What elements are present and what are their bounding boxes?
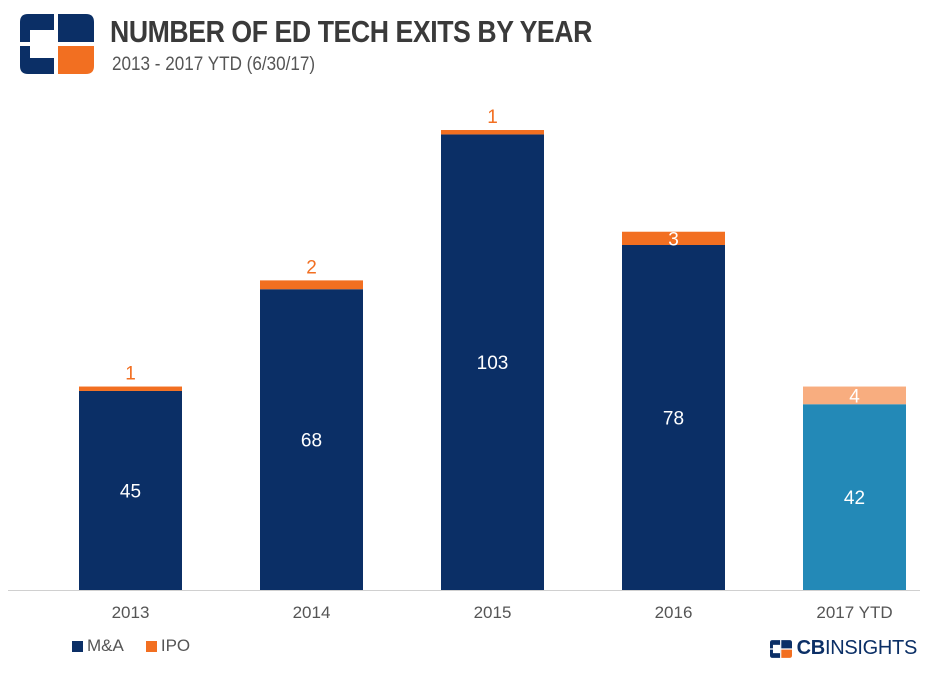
data-label-ipo-2013: 1 bbox=[125, 364, 136, 385]
x-tick-label-2014: 2014 bbox=[293, 603, 331, 622]
bar-ma-2016 bbox=[622, 245, 725, 590]
stacked-bar-chart: 45 1 2013 68 2 2014 103 1 2015 78 3 2016 42 4 2017 YTD bbox=[8, 107, 920, 622]
cb-insights-brand: CBINSIGHTS bbox=[769, 637, 918, 660]
data-label-ma-2015: 103 bbox=[477, 353, 509, 374]
bar-ma-2015 bbox=[441, 134, 544, 590]
data-label-ma-2013: 45 bbox=[120, 481, 141, 502]
data-label-ma-2016: 78 bbox=[663, 409, 684, 430]
x-tick-label-2016: 2016 bbox=[655, 603, 693, 622]
x-tick-label-2017-ytd: 2017 YTD bbox=[816, 603, 892, 622]
bar-ma-2017-ytd bbox=[803, 404, 906, 590]
bar-ipo-2013 bbox=[79, 386, 182, 391]
data-label-ipo-2014: 2 bbox=[306, 257, 317, 278]
bar-ipo-2016 bbox=[622, 231, 725, 245]
bar-ipo-2017-ytd bbox=[803, 386, 906, 405]
legend-swatch-ipo bbox=[145, 640, 157, 652]
data-label-ipo-2016: 3 bbox=[668, 229, 679, 250]
brand-rest: INSIGHTS bbox=[824, 637, 917, 659]
legend-item-ma: M&A bbox=[72, 636, 124, 656]
cb-insights-logo-icon bbox=[20, 14, 94, 74]
brand-bold: CB bbox=[796, 637, 826, 659]
cb-insights-brand-icon bbox=[769, 639, 792, 658]
legend-label-ma: M&A bbox=[87, 636, 124, 655]
data-label-ma-2014: 68 bbox=[301, 431, 322, 452]
data-label-ma-2017-ytd: 42 bbox=[844, 488, 865, 509]
chart-header: NUMBER OF ED TECH EXITS BY YEAR 2013 - 2… bbox=[0, 0, 937, 90]
x-tick-label-2013: 2013 bbox=[112, 603, 150, 622]
bar-ipo-2014 bbox=[260, 280, 363, 290]
cb-insights-wordmark: CBINSIGHTS bbox=[796, 637, 918, 660]
data-label-ipo-2017-ytd: 4 bbox=[849, 386, 860, 407]
x-tick-label-2015: 2015 bbox=[474, 603, 512, 622]
data-label-ipo-2015: 1 bbox=[487, 107, 498, 128]
bar-ma-2014 bbox=[260, 289, 363, 590]
chart-legend: M&A IPO bbox=[72, 636, 190, 656]
bar-ipo-2015 bbox=[441, 130, 544, 135]
legend-label-ipo: IPO bbox=[160, 636, 191, 655]
chart-subtitle: 2013 - 2017 YTD (6/30/17) bbox=[112, 54, 316, 75]
legend-item-ipo: IPO bbox=[145, 636, 191, 656]
chart-title: NUMBER OF ED TECH EXITS BY YEAR bbox=[110, 14, 592, 49]
bar-ma-2013 bbox=[79, 390, 182, 590]
legend-swatch-ma bbox=[72, 640, 83, 652]
